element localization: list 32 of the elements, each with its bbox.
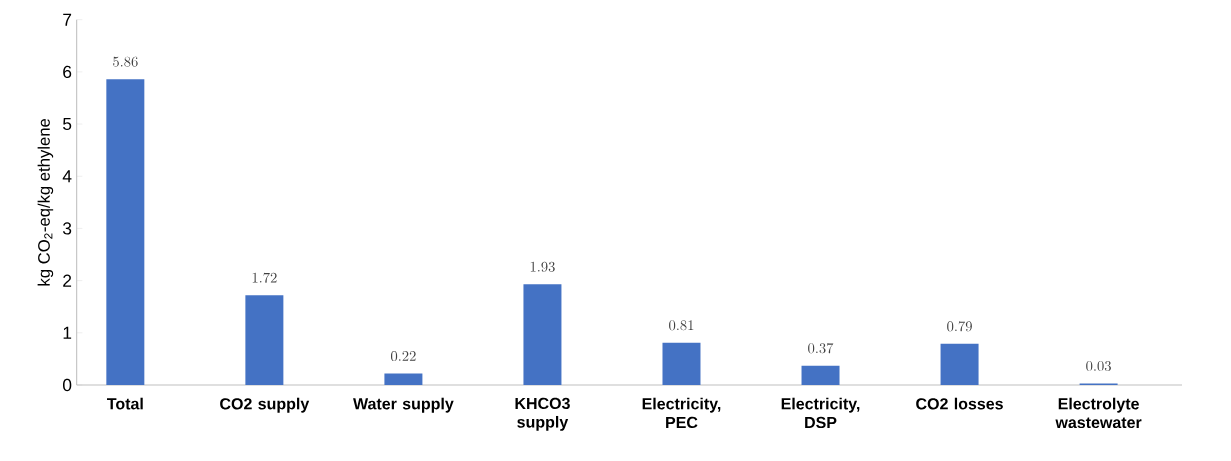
y-tick-label: 0 (62, 378, 72, 392)
x-tick-label: Electricity, PEC (642, 397, 721, 429)
data-label: 5.86 (113, 56, 138, 67)
x-tick-label: CO2 supply (220, 397, 310, 413)
y-axis-title: kg CO$_{2}$-eq/kg ethylene (37, 118, 54, 286)
bar (245, 295, 284, 385)
x-tick-label: Electricity, DSP (781, 397, 860, 429)
x-tick-label: KHCO3 supply (515, 397, 570, 431)
bar (940, 343, 979, 385)
data-label: 0.81 (669, 320, 694, 331)
y-tick-label: 1 (63, 326, 72, 339)
x-tick-label: Electrolyte wastewater (1055, 397, 1142, 429)
y-tick-label: 5 (63, 118, 72, 131)
y-tick-label: 6 (63, 65, 72, 78)
data-label: 0.03 (1086, 361, 1111, 372)
bar (523, 284, 562, 385)
bar (801, 365, 840, 385)
x-tick-label: Total (107, 397, 143, 410)
y-tick-label: 4 (62, 170, 72, 183)
bar (384, 373, 423, 385)
data-label: 1 .93 (530, 261, 555, 272)
x-tick-label: CO2 losses (916, 397, 1003, 410)
y-tick-label: 2 (63, 274, 72, 287)
data-label: 0.22 (391, 351, 416, 362)
bar (662, 342, 701, 385)
data-label: 1 .72 (252, 272, 277, 283)
bar (106, 79, 145, 385)
y-tick-label: 7 (63, 13, 72, 26)
data-label: 0.37 (808, 343, 834, 354)
data-label: 0.79 (947, 321, 972, 332)
y-tick-label: 3 (62, 222, 72, 235)
x-tick-label: Water supply (353, 397, 454, 413)
